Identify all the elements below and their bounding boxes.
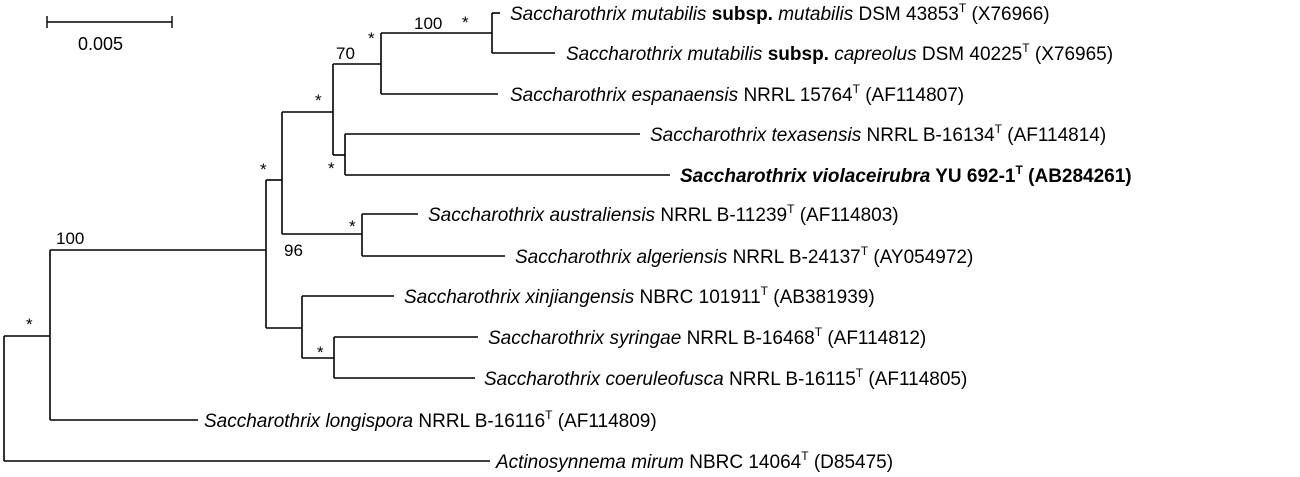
taxon-strain: NRRL 15764 xyxy=(743,85,853,106)
taxon-strain: NRRL B-16115 xyxy=(729,369,856,390)
scale-bar-label: 0.005 xyxy=(78,34,123,54)
scale-bar: 0.005 xyxy=(46,16,173,54)
taxon-type: T xyxy=(761,284,769,298)
support-mutabilis-espanaensis: 70 xyxy=(336,44,355,63)
taxon-type: T xyxy=(815,325,823,339)
taxon-acc: (X76966) xyxy=(971,4,1049,25)
taxon-acc: (AY054972) xyxy=(873,247,973,268)
taxon-strain: DSM 40225 xyxy=(922,44,1022,65)
taxon-epithet: algeriensis xyxy=(636,247,727,268)
taxon-genus: Saccharothrix xyxy=(510,4,628,25)
taxon-epithet: syringae xyxy=(609,328,681,349)
taxon-acc: (AF114807) xyxy=(865,85,964,106)
taxon-genus: Saccharothrix xyxy=(650,125,768,146)
taxon-type: T xyxy=(801,449,809,463)
taxon-type: T xyxy=(787,202,795,216)
taxon-acc: (AF114812) xyxy=(827,328,926,349)
taxon-label-capreolus: Saccharothrix mutabilis subsp. capreolus… xyxy=(566,36,1113,65)
taxon-epithet: texasensis xyxy=(771,125,861,146)
taxon-genus: Saccharothrix xyxy=(680,166,808,187)
support-ingroup-a: * xyxy=(260,160,267,179)
support-mutabilis-pair: 100 xyxy=(414,14,442,33)
taxon-acc: (AF114809) xyxy=(558,411,657,432)
taxon-epithet: espanaensis xyxy=(631,85,738,106)
tree-branches xyxy=(3,12,670,462)
taxon-strain: DSM 43853 xyxy=(859,4,959,25)
taxon-strain: NRRL B-16468 xyxy=(687,328,815,349)
taxon-label-longispora: Saccharothrix longispora NRRL B-16116T (… xyxy=(204,403,657,432)
taxon-strain: NBRC 101911 xyxy=(640,287,761,308)
taxon-epithet: violaceirubra xyxy=(812,166,931,187)
support-mutabilis-espanaensis-star: * xyxy=(368,29,375,48)
taxon-label-texasensis: Saccharothrix texasensis NRRL B-16134T (… xyxy=(650,117,1106,146)
taxon-epithet: longispora xyxy=(325,411,413,432)
support-saccharothrix-clade: 100 xyxy=(56,229,84,248)
taxon-strain: NBRC 14064 xyxy=(689,452,801,473)
taxon-strain: NRRL B-24137 xyxy=(733,247,861,268)
taxon-epithet: xinjiangensis xyxy=(524,287,634,308)
taxon-label-mirum: Actinosynnema mirum NBRC 14064T (D85475) xyxy=(495,444,893,473)
support-texasensis-pair: * xyxy=(328,159,335,178)
taxon-strain: YU 692-1 xyxy=(935,166,1016,187)
taxon-type: T xyxy=(1022,41,1030,55)
taxon-subsp: capreolus xyxy=(834,44,917,65)
taxon-acc: (AF114805) xyxy=(868,369,967,390)
taxon-strain: NRRL B-16116 xyxy=(418,411,545,432)
taxon-genus: Saccharothrix xyxy=(404,287,522,308)
taxon-acc: (AB381939) xyxy=(773,287,874,308)
taxon-genus: Saccharothrix xyxy=(484,369,602,390)
taxon-epithet: mutabilis xyxy=(687,44,762,65)
support-mutabilis-pair-star: * xyxy=(462,13,469,32)
taxon-epithet: coeruleofusca xyxy=(605,369,723,390)
taxon-genus: Actinosynnema xyxy=(495,452,626,473)
taxon-type: T xyxy=(861,244,869,258)
taxon-acc: (AB284261) xyxy=(1028,166,1132,187)
taxon-type: T xyxy=(1016,163,1024,177)
support-australiensis-pair: * xyxy=(349,217,356,236)
support-syringae-pair: * xyxy=(317,343,324,362)
support-root: * xyxy=(26,315,33,334)
support-values: 100 * 70 * * * * 96 * * 100 * xyxy=(26,13,469,362)
taxon-subsp-word: subsp. xyxy=(768,44,829,65)
taxon-strain: NRRL B-16134 xyxy=(867,125,996,146)
taxon-strain: NRRL B-11239 xyxy=(660,205,787,226)
support-ingroup-a-bs: 96 xyxy=(284,241,303,260)
taxon-label-mutabilis: Saccharothrix mutabilis subsp. mutabilis… xyxy=(510,0,1050,25)
taxon-label-espanaensis: Saccharothrix espanaensis NRRL 15764T (A… xyxy=(510,77,964,106)
taxon-labels: Saccharothrix mutabilis subsp. mutabilis… xyxy=(204,0,1132,473)
taxon-label-australiensis: Saccharothrix australiensis NRRL B-11239… xyxy=(428,197,899,226)
taxon-subsp-word: subsp. xyxy=(712,4,773,25)
taxon-genus: Saccharothrix xyxy=(566,44,684,65)
taxon-label-algeriensis: Saccharothrix algeriensis NRRL B-24137T … xyxy=(515,239,973,268)
taxon-genus: Saccharothrix xyxy=(488,328,606,349)
taxon-epithet: australiensis xyxy=(549,205,655,226)
taxon-label-syringae: Saccharothrix syringae NRRL B-16468T (AF… xyxy=(488,320,926,349)
taxon-type: T xyxy=(959,1,967,15)
taxon-acc: (X76965) xyxy=(1035,44,1113,65)
taxon-acc: (AF114814) xyxy=(1007,125,1106,146)
taxon-acc: (D85475) xyxy=(814,452,893,473)
taxon-type: T xyxy=(545,408,553,422)
taxon-epithet: mirum xyxy=(631,452,684,473)
taxon-subsp: mutabilis xyxy=(778,4,853,25)
taxon-label-xinjiangensis: Saccharothrix xinjiangensis NBRC 101911T… xyxy=(404,279,875,308)
taxon-type: T xyxy=(995,122,1003,136)
taxon-acc: (AF114803) xyxy=(800,205,899,226)
taxon-genus: Saccharothrix xyxy=(204,411,322,432)
taxon-label-coeruleofusca: Saccharothrix coeruleofusca NRRL B-16115… xyxy=(484,361,967,390)
taxon-type: T xyxy=(853,82,861,96)
taxon-genus: Saccharothrix xyxy=(515,247,633,268)
taxon-genus: Saccharothrix xyxy=(428,205,546,226)
taxon-type: T xyxy=(856,366,864,380)
taxon-epithet: mutabilis xyxy=(631,4,706,25)
support-upper-clade: * xyxy=(315,91,322,110)
taxon-genus: Saccharothrix xyxy=(510,85,628,106)
taxon-label-violaceirubra: Saccharothrix violaceirubra YU 692-1T (A… xyxy=(680,158,1132,187)
